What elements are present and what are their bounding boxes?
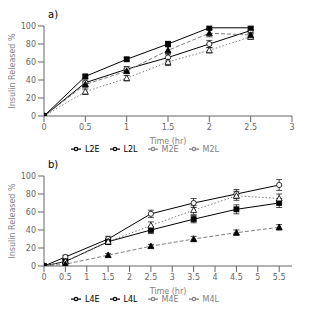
html-text:L4E: L4E [84,294,100,304]
svg-text:1: 1 [84,273,89,282]
svg-text:2.5: 2.5 [244,123,257,132]
svg-text:5.5: 5.5 [273,273,286,282]
svg-text:2: 2 [127,273,132,282]
svg-text:100: 100 [21,22,36,31]
svg-text:4.5: 4.5 [230,273,243,282]
svg-text:40: 40 [26,76,36,85]
html-text:a): a) [48,9,58,20]
svg-text:0.5: 0.5 [59,273,72,282]
svg-text:1.5: 1.5 [102,273,115,282]
html-text:M2E: M2E [161,144,179,154]
svg-text:100: 100 [21,172,36,181]
svg-text:60: 60 [26,58,36,67]
svg-text:1.5: 1.5 [162,123,175,132]
svg-text:0: 0 [41,273,46,282]
svg-text:3: 3 [170,273,175,282]
svg-text:3: 3 [289,123,294,132]
html-text:L2L: L2L [123,144,138,154]
html-text:M4L: M4L [202,294,220,304]
svg-text:0.5: 0.5 [79,123,92,132]
svg-text:1: 1 [124,123,129,132]
svg-text:Time (hr): Time (hr) [149,287,187,296]
html-text:b): b) [48,159,59,170]
html-text:L2E: L2E [84,144,100,154]
svg-text:60: 60 [26,208,36,217]
svg-text:Insulin Released %: Insulin Released % [8,183,17,259]
svg-text:20: 20 [26,94,36,103]
svg-text:4: 4 [212,273,217,282]
svg-text:0: 0 [41,123,46,132]
svg-text:80: 80 [26,190,36,199]
html-text:L4L: L4L [123,294,138,304]
svg-text:20: 20 [26,244,36,253]
svg-text:5: 5 [255,273,260,282]
svg-text:0: 0 [31,262,36,271]
svg-text:Insulin Released %: Insulin Released % [8,33,17,109]
svg-text:2: 2 [207,123,212,132]
svg-text:Time (hr): Time (hr) [149,137,187,146]
html-text:M2L: M2L [202,144,220,154]
svg-text:0: 0 [31,112,36,121]
svg-text:2.5: 2.5 [145,273,158,282]
svg-text:40: 40 [26,226,36,235]
html-text:M4E: M4E [161,294,179,304]
svg-text:80: 80 [26,40,36,49]
svg-text:3.5: 3.5 [187,273,200,282]
